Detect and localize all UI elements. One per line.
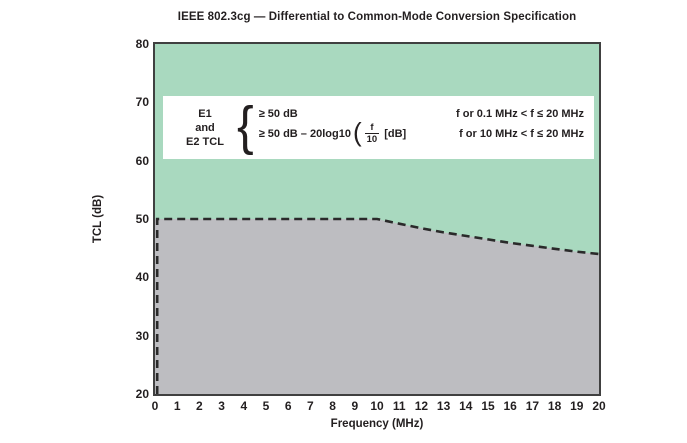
y-tick-label: 50 bbox=[135, 212, 149, 226]
spec-row-1: ≥ 50 dB f or 0.1 MHz < f ≤ 20 MHz bbox=[259, 108, 584, 120]
x-tick-label: 13 bbox=[436, 399, 451, 413]
y-axis-label: TCL (dB) bbox=[92, 194, 104, 244]
y-tick-label: 40 bbox=[135, 270, 149, 285]
x-tick-label: 7 bbox=[307, 399, 314, 413]
x-tick-label: 10 bbox=[370, 399, 384, 413]
plot-area: E1 and E2 TCL { ≥ 50 dB f or 0.1 MHz < f… bbox=[153, 42, 601, 396]
fraction-numerator: f bbox=[370, 121, 374, 133]
y-tick-label: 20 bbox=[135, 387, 149, 401]
spec-label-line: E1 bbox=[198, 107, 212, 120]
x-tick-label: 5 bbox=[262, 399, 270, 413]
chart-title: IEEE 802.3cg — Differential to Common-Mo… bbox=[177, 11, 577, 23]
spec-expression-2-prefix: ≥ 50 dB – 20log10 bbox=[258, 127, 351, 140]
x-tick-label: 15 bbox=[481, 399, 495, 413]
spec-expression-1: ≥ 50 dB bbox=[258, 107, 298, 120]
fraction-f-over-10: f 10 bbox=[364, 121, 380, 146]
spec-row-2: ≥ 50 dB – 20log10 ( f 10 [dB] f or 10 MH… bbox=[258, 116, 584, 147]
x-tick-label: 3 bbox=[218, 399, 225, 413]
x-tick-label: 16 bbox=[503, 399, 517, 413]
spec-condition-2: f or 10 MHz < f ≤ 20 MHz bbox=[459, 127, 584, 140]
x-tick-label: 11 bbox=[392, 399, 406, 413]
x-tick-label: 6 bbox=[284, 399, 292, 413]
x-tick-label: 14 bbox=[459, 399, 473, 413]
x-tick-label: 17 bbox=[525, 399, 540, 413]
open-paren: ( bbox=[352, 116, 362, 147]
x-tick-label: 19 bbox=[570, 399, 584, 413]
spec-annotation-box: E1 and E2 TCL { ≥ 50 dB f or 0.1 MHz < f… bbox=[163, 96, 594, 159]
limit-line bbox=[155, 217, 599, 394]
x-tick-label: 12 bbox=[414, 399, 429, 413]
x-tick-label: 1 bbox=[173, 399, 181, 413]
y-tick-label: 70 bbox=[135, 95, 149, 110]
x-tick-label: 0 bbox=[151, 399, 159, 413]
x-tick-label: 2 bbox=[196, 399, 203, 413]
x-tick-label: 20 bbox=[592, 399, 606, 413]
x-tick-label: 18 bbox=[547, 399, 562, 413]
spec-equations: ≥ 50 dB f or 0.1 MHz < f ≤ 20 MHz ≥ 50 d… bbox=[259, 108, 584, 147]
x-axis-label: Frequency (MHz) bbox=[330, 418, 424, 430]
fraction-denominator: 10 bbox=[364, 133, 380, 146]
spec-expression-2: ≥ 50 dB – 20log10 ( f 10 [dB] bbox=[258, 116, 407, 147]
spec-label-line: and bbox=[195, 121, 215, 134]
plot-canvas bbox=[155, 217, 599, 394]
x-tick-label: 9 bbox=[351, 399, 359, 413]
y-tick-label: 60 bbox=[135, 153, 149, 168]
spec-expression-2-suffix: [dB] bbox=[384, 127, 407, 140]
spec-label-line: E2 TCL bbox=[186, 135, 224, 148]
x-tick-label: 4 bbox=[240, 399, 248, 413]
y-tick-label: 80 bbox=[135, 37, 149, 51]
fail-region bbox=[155, 219, 599, 394]
spec-label: E1 and E2 TCL bbox=[179, 107, 231, 149]
brace-icon: { bbox=[237, 95, 254, 157]
spec-condition-1: f or 0.1 MHz < f ≤ 20 MHz bbox=[456, 107, 584, 120]
x-tick-label: 8 bbox=[329, 399, 336, 413]
y-tick-label: 30 bbox=[135, 328, 149, 343]
